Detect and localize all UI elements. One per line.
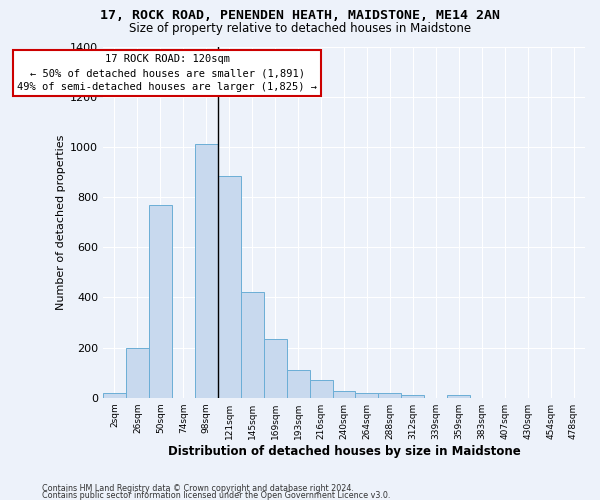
Text: 17 ROCK ROAD: 120sqm
← 50% of detached houses are smaller (1,891)
49% of semi-de: 17 ROCK ROAD: 120sqm ← 50% of detached h… [17,54,317,92]
Bar [263,339,287,398]
Bar [310,380,332,398]
Bar [103,392,126,398]
Bar [149,204,172,398]
Bar [126,348,149,398]
X-axis label: Distribution of detached houses by size in Maidstone: Distribution of detached houses by size … [167,444,520,458]
Bar [195,144,218,398]
Bar [355,392,379,398]
Bar [287,370,310,398]
Text: Contains HM Land Registry data © Crown copyright and database right 2024.: Contains HM Land Registry data © Crown c… [42,484,354,493]
Text: Size of property relative to detached houses in Maidstone: Size of property relative to detached ho… [129,22,471,35]
Bar [379,392,401,398]
Text: 17, ROCK ROAD, PENENDEN HEATH, MAIDSTONE, ME14 2AN: 17, ROCK ROAD, PENENDEN HEATH, MAIDSTONE… [100,9,500,22]
Bar [401,395,424,398]
Bar [447,395,470,398]
Bar [218,176,241,398]
Y-axis label: Number of detached properties: Number of detached properties [56,134,66,310]
Bar [332,392,355,398]
Text: Contains public sector information licensed under the Open Government Licence v3: Contains public sector information licen… [42,491,391,500]
Bar [241,292,263,398]
